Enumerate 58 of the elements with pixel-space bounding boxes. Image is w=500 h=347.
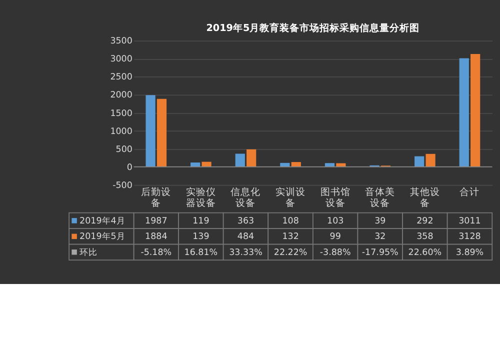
- data-label: 99: [330, 232, 341, 242]
- text: -17.95%: [362, 248, 398, 258]
- data-label: 3011: [458, 216, 481, 226]
- bar: [156, 98, 167, 167]
- data-label: 3128: [458, 232, 481, 242]
- text: 16.81%: [184, 248, 218, 258]
- bar: [291, 162, 301, 167]
- data-label: 103: [327, 216, 344, 226]
- x-tick-label: 音体美设备: [365, 186, 396, 210]
- x-tick-label: 实训设备: [276, 186, 306, 210]
- x-tick-label: 图书馆设备: [320, 186, 350, 210]
- data-label: 119: [192, 216, 210, 226]
- bar: [414, 156, 424, 167]
- legend-label: 2019年5月: [80, 231, 126, 242]
- bar: [470, 54, 480, 167]
- y-tick-label: -500: [112, 180, 132, 191]
- text: 22.22%: [274, 248, 308, 258]
- bar: [246, 149, 256, 167]
- x-tick-label: 其他设备: [410, 186, 440, 210]
- data-label: 32: [374, 232, 386, 242]
- bar: [459, 58, 469, 167]
- legend-label: 环比: [80, 246, 98, 258]
- data-label: 363: [237, 216, 254, 226]
- text: -5.18%: [140, 248, 172, 258]
- data-label: 1987: [145, 216, 168, 226]
- bar: [190, 162, 200, 167]
- data-label: 1884: [145, 232, 168, 242]
- bar: [336, 163, 346, 167]
- data-label: 39: [374, 216, 386, 226]
- bar: [202, 162, 212, 167]
- data-label: 139: [192, 232, 210, 242]
- y-tick-label: 2000: [110, 90, 132, 101]
- data-label: 484: [237, 232, 255, 242]
- y-tick-label: 3500: [110, 36, 132, 47]
- bar: [324, 163, 335, 167]
- x-tick-label: 信息化设备: [230, 186, 261, 210]
- text: 22.60%: [408, 248, 442, 258]
- y-tick-label: 1500: [110, 108, 132, 119]
- data-label: 358: [416, 232, 434, 242]
- bar: [426, 154, 436, 167]
- data-label: 108: [282, 216, 299, 226]
- text: -3.88%: [320, 248, 351, 258]
- text: 3.89%: [456, 248, 484, 258]
- text: 33.33%: [229, 248, 262, 258]
- y-tick-label: 0: [126, 162, 132, 173]
- data-label: 132: [282, 232, 299, 242]
- x-tick-label: 实验仪器设备: [186, 186, 216, 210]
- y-tick-label: 2500: [110, 72, 132, 83]
- y-tick-label: 1000: [110, 126, 132, 137]
- data-label: 292: [416, 216, 434, 226]
- bar: [146, 95, 156, 167]
- x-tick-label: 合计: [460, 186, 480, 198]
- y-tick-label: 3000: [110, 54, 132, 65]
- y-tick-label: 500: [116, 144, 132, 155]
- bar: [235, 154, 245, 167]
- x-tick-label: 后勤设备: [141, 186, 172, 210]
- legend-label: 2019年4月: [80, 215, 126, 226]
- chart-title: 2019年5月教育装备市场招标采购信息量分析图: [206, 22, 420, 34]
